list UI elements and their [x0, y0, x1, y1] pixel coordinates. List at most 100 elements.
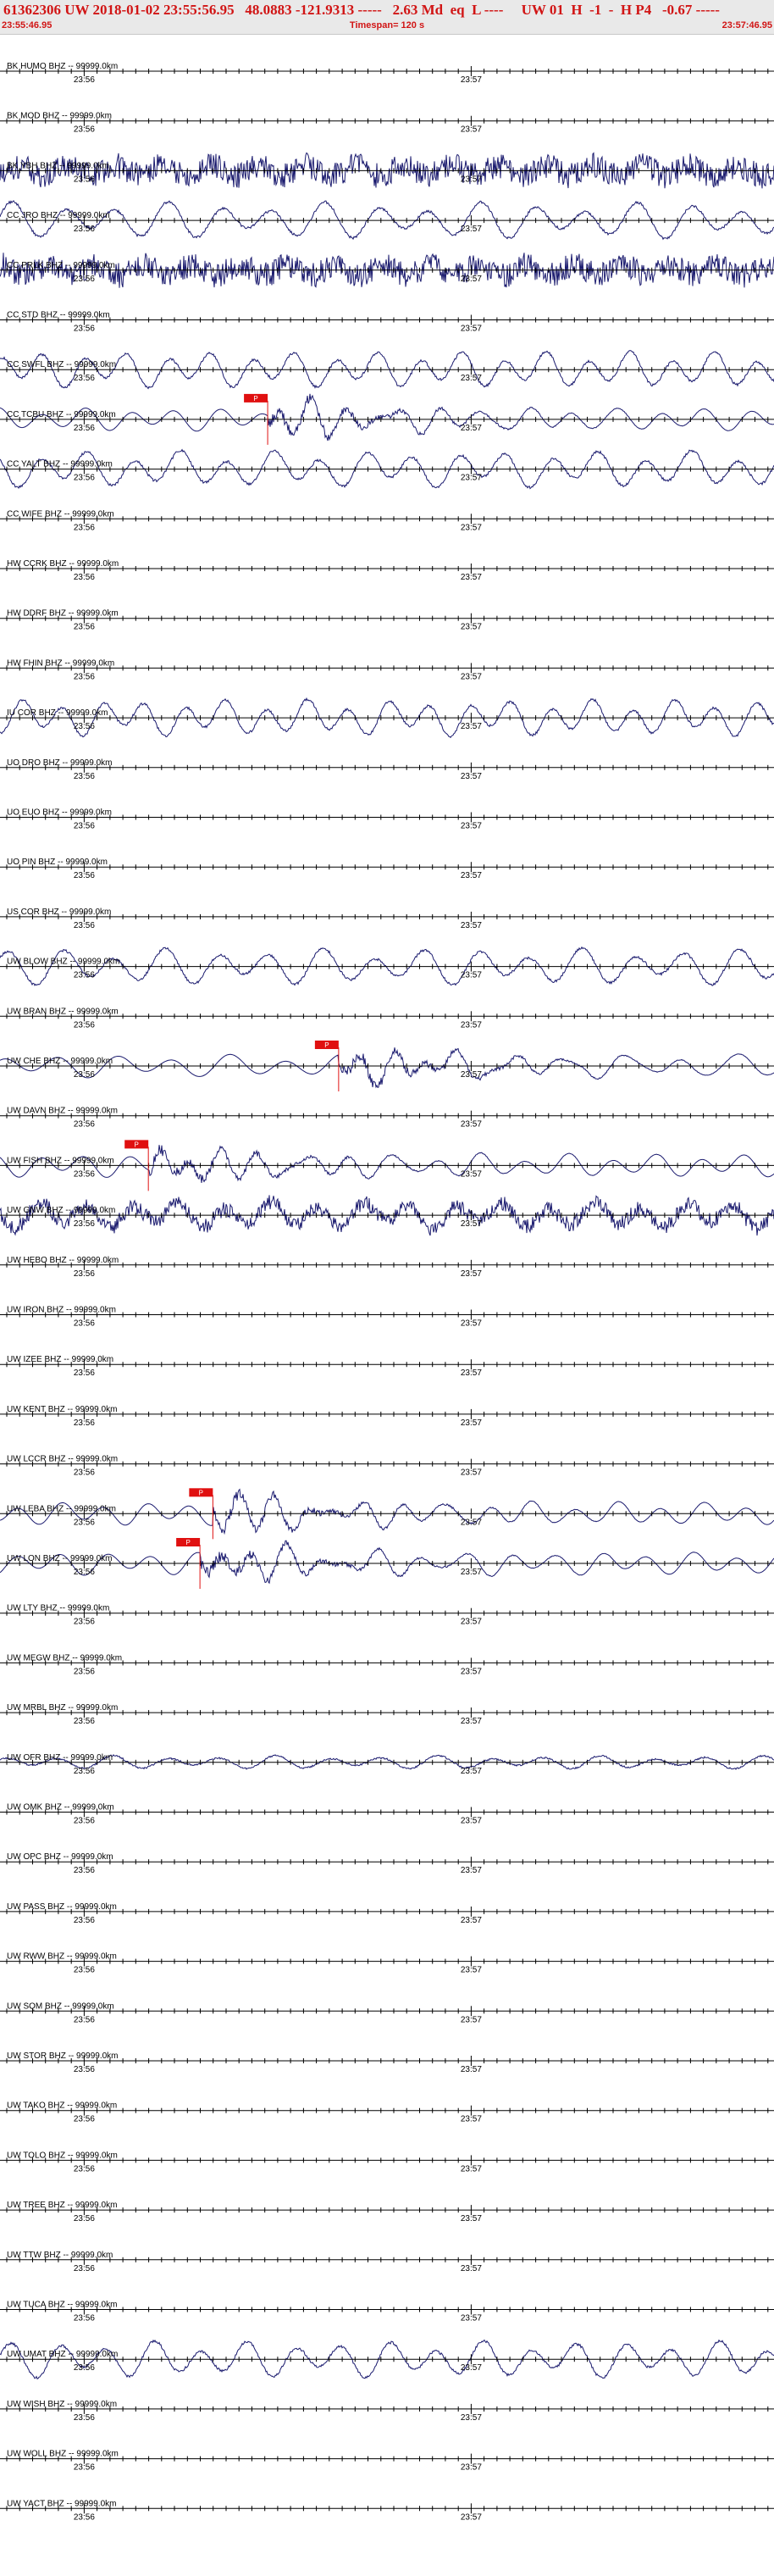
tick-label: 23:56	[74, 1368, 95, 1378]
tick-label: 23:56	[74, 2164, 95, 2174]
pick-label: P	[185, 1539, 190, 1546]
channel-row: 23:56 23:57 HW DDRF BHZ -- 99999.0km	[0, 609, 774, 632]
channel-label: UW LON BHZ -- 99999.0km	[7, 1554, 112, 1563]
channel-row: 23:56 23:57 CC PRLK BHZ -- 99999.0km	[0, 253, 774, 288]
tick-label: 23:57	[461, 424, 482, 433]
tick-label: 23:57	[461, 1418, 482, 1428]
tick-label: 23:57	[461, 1717, 482, 1726]
channel-row: 23:56 23:57 UW MRBL BHZ -- 99999.0km	[0, 1703, 774, 1726]
tick-label: 23:56	[74, 971, 95, 980]
tick-label: 23:56	[74, 275, 95, 284]
channel-label: CC TCBU BHZ -- 99999.0km	[7, 410, 116, 419]
tick-label: 23:56	[74, 623, 95, 632]
tick-label: 23:56	[74, 2363, 95, 2373]
channel-label: CC YALT BHZ -- 99999.0km	[7, 460, 113, 469]
tick-label: 23:56	[74, 2264, 95, 2273]
channel-label: BK HUMO BHZ -- 99999.0km	[7, 62, 118, 71]
tick-label: 23:56	[74, 1468, 95, 1478]
tick-label: 23:57	[461, 374, 482, 383]
channel-row: 23:56 23:57 UW WOLL BHZ -- 99999.0km	[0, 2450, 774, 2473]
tick-label: 23:57	[461, 2512, 482, 2522]
channel-row: 23:56 23:57 CC SWFL BHZ -- 99999.0km	[0, 350, 774, 390]
channel-row: 23:56 23:57 UW LEBA BHZ -- 99999.0km P	[0, 1488, 774, 1540]
waveform-trace	[0, 2339, 774, 2379]
channel-label: UW RWW BHZ -- 99999.0km	[7, 1952, 117, 1962]
tick-label: 23:56	[74, 1717, 95, 1726]
tick-label: 23:56	[74, 1269, 95, 1279]
tick-label: 23:56	[74, 1866, 95, 1875]
tick-label: 23:56	[74, 573, 95, 582]
channel-label: CC PRLK BHZ -- 99999.0km	[7, 261, 115, 270]
tick-label: 23:57	[461, 2115, 482, 2124]
channel-row: 23:56 23:57 CC JRO BHZ -- 99999.0km	[0, 200, 774, 241]
waveform-trace	[0, 946, 774, 986]
channel-label: UW LCCR BHZ -- 99999.0km	[7, 1455, 118, 1464]
tick-label: 23:57	[461, 2363, 482, 2373]
tick-label: 23:56	[74, 325, 95, 334]
tick-label: 23:56	[74, 523, 95, 532]
tick-label: 23:56	[74, 75, 95, 85]
tick-label: 23:57	[461, 275, 482, 284]
channel-label: UO PIN BHZ -- 99999.0km	[7, 858, 108, 867]
tick-label: 23:57	[461, 672, 482, 681]
tick-label: 23:56	[74, 1169, 95, 1179]
channel-label: CC STD BHZ -- 99999.0km	[7, 311, 110, 320]
tick-label: 23:56	[74, 1518, 95, 1527]
end-time: 23:57:46.95	[721, 20, 772, 31]
channel-label: BK MOD BHZ -- 99999.0km	[7, 112, 112, 121]
channel-row: 23:56 23:57 UW FISH BHZ -- 99999.0km P	[0, 1140, 774, 1191]
tick-label: 23:56	[74, 2115, 95, 2124]
tick-label: 23:56	[74, 2015, 95, 2024]
channel-row: 23:56 23:57 UW IRON BHZ -- 99999.0km	[0, 1306, 774, 1329]
channel-row: 23:56 23:57 UW IZEE BHZ -- 99999.0km	[0, 1355, 774, 1378]
channel-label: UW TTW BHZ -- 99999.0km	[7, 2251, 113, 2260]
channel-row: 23:56 23:57 UW TUCA BHZ -- 99999.0km	[0, 2301, 774, 2323]
header-bar: 61362306 UW 2018-01-02 23:55:56.95 48.08…	[0, 0, 774, 35]
channel-row: 23:56 23:57 CC STD BHZ -- 99999.0km	[0, 311, 774, 334]
tick-label: 23:57	[461, 125, 482, 135]
tick-label: 23:56	[74, 2463, 95, 2473]
tick-label: 23:56	[74, 871, 95, 880]
channel-row: 23:56 23:57 UW KENT BHZ -- 99999.0km	[0, 1405, 774, 1428]
tick-label: 23:57	[461, 2214, 482, 2223]
waveform-trace	[0, 448, 774, 490]
channel-row: 23:56 23:57 UW TTW BHZ -- 99999.0km	[0, 2251, 774, 2273]
tick-label: 23:57	[461, 474, 482, 483]
pick-label: P	[324, 1041, 329, 1049]
channel-row: 23:56 23:57 UW RWW BHZ -- 99999.0km	[0, 1952, 774, 1975]
channel-label: UW OMK BHZ -- 99999.0km	[7, 1803, 114, 1813]
tick-label: 23:56	[74, 125, 95, 135]
channel-row: 23:56 23:57 UW STOR BHZ -- 99999.0km	[0, 2051, 774, 2074]
channel-label: CC WIFE BHZ -- 99999.0km	[7, 509, 114, 519]
waveform-trace	[0, 1195, 774, 1236]
channel-label: UW MRBL BHZ -- 99999.0km	[7, 1703, 118, 1713]
channel-label: UW TUCA BHZ -- 99999.0km	[7, 2301, 117, 2310]
tick-label: 23:57	[461, 75, 482, 85]
channel-label: UO EUO BHZ -- 99999.0km	[7, 808, 112, 818]
tick-label: 23:57	[461, 772, 482, 781]
channel-row: 23:56 23:57 UW TREE BHZ -- 99999.0km	[0, 2201, 774, 2223]
tick-label: 23:56	[74, 2512, 95, 2522]
channel-row: 23:56 23:57 UW HEBO BHZ -- 99999.0km	[0, 1256, 774, 1279]
tick-label: 23:57	[461, 871, 482, 880]
pick-label: P	[135, 1141, 139, 1148]
tick-label: 23:57	[461, 1568, 482, 1577]
channel-row: 23:56 23:57 UW PASS BHZ -- 99999.0km	[0, 1902, 774, 1925]
tick-label: 23:56	[74, 175, 95, 184]
channel-label: UO DRO BHZ -- 99999.0km	[7, 758, 112, 768]
channel-label: UW PASS BHZ -- 99999.0km	[7, 1902, 117, 1912]
tick-label: 23:56	[74, 374, 95, 383]
channel-label: UW WOLL BHZ -- 99999.0km	[7, 2450, 119, 2459]
channel-row: 23:56 23:57 UW MEGW BHZ -- 99999.0km	[0, 1653, 774, 1676]
tick-label: 23:57	[461, 1966, 482, 1975]
channel-row: 23:56 23:57 UW LCCR BHZ -- 99999.0km	[0, 1455, 774, 1478]
channel-row: 23:56 23:57 BK MOD BHZ -- 99999.0km	[0, 112, 774, 135]
channel-label: UW TREE BHZ -- 99999.0km	[7, 2201, 117, 2210]
channel-row: 23:56 23:57 UW SQM BHZ -- 99999.0km	[0, 2001, 774, 2024]
tick-label: 23:57	[461, 1269, 482, 1279]
channel-label: UW TAKO BHZ -- 99999.0km	[7, 2101, 117, 2111]
start-time: 23:55:46.95	[2, 20, 53, 31]
tick-label: 23:56	[74, 822, 95, 831]
tick-label: 23:57	[461, 971, 482, 980]
